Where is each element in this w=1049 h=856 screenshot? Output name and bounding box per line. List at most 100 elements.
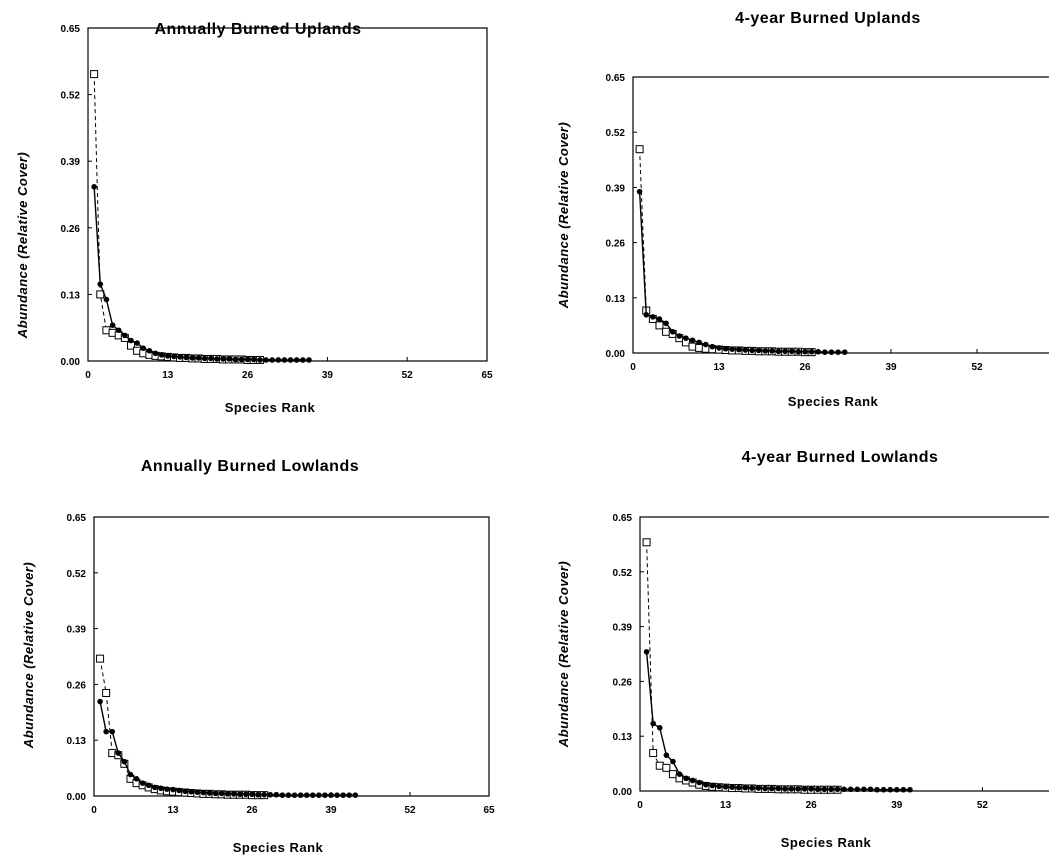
data-point-circle: [696, 779, 703, 786]
x-tick-label: 26: [799, 362, 811, 373]
data-point-circle: [801, 786, 808, 792]
y-tick-label: 0.13: [613, 732, 633, 743]
data-point-square: [642, 538, 651, 547]
data-point-circle: [200, 789, 207, 796]
data-point-circle: [306, 357, 312, 363]
data-point-circle: [115, 750, 122, 756]
data-point-square: [668, 770, 677, 779]
chart-svg: Annually Burned Uplands 0.00 0.13 0.26 0.39 0…: [15, 21, 493, 415]
chart-svg: 4-year Burned Lowlands 0.00 0.13 0.26 0.39 0.…: [556, 449, 1049, 850]
series-line-dashed: [646, 542, 838, 791]
data-point-circle: [636, 188, 643, 195]
data-point-circle: [749, 347, 755, 354]
data-point-circle: [867, 786, 874, 793]
data-point-circle: [164, 786, 170, 792]
data-point-circle: [263, 357, 269, 363]
y-tick-label: 0.39: [606, 183, 626, 194]
data-point-circle: [828, 786, 834, 793]
data-point-circle: [300, 357, 306, 363]
data-point-circle: [841, 349, 848, 355]
y-tick-label: 0.39: [67, 625, 87, 636]
data-point-circle: [109, 322, 116, 328]
data-point-circle: [716, 345, 722, 351]
x-tick-label: 13: [167, 805, 179, 816]
data-point-circle: [669, 328, 676, 335]
data-point-circle: [900, 786, 907, 793]
data-point-circle: [218, 790, 225, 797]
data-point-circle: [821, 786, 828, 793]
y-tick-label: 0.39: [61, 157, 81, 168]
data-point-circle: [795, 348, 802, 355]
data-point-circle: [835, 349, 841, 355]
data-point-circle: [762, 785, 768, 792]
y-tick-label: 0.52: [613, 568, 633, 579]
series-line-solid: [638, 191, 845, 353]
data-point-circle: [273, 791, 280, 798]
data-point-circle: [255, 791, 261, 798]
data-point-square: [662, 327, 671, 336]
data-point-circle: [189, 355, 196, 361]
data-point-circle: [261, 791, 267, 798]
data-point-circle: [194, 789, 201, 795]
data-point-circle: [165, 353, 171, 359]
x-axis-label: Species Rank: [788, 394, 879, 409]
plot-area-frame: [87, 27, 488, 362]
data-point-circle: [683, 775, 689, 782]
data-point-circle: [769, 348, 775, 354]
data-point-circle: [709, 343, 716, 350]
x-tick-label: 65: [481, 370, 493, 381]
y-tick-label: 0.52: [67, 569, 87, 580]
data-point-circle: [171, 353, 177, 360]
data-point-circle: [643, 311, 650, 318]
data-point-circle: [238, 356, 245, 363]
data-point-circle: [334, 792, 340, 798]
x-tick-label: 26: [242, 370, 254, 381]
data-point-circle: [775, 785, 782, 792]
data-point-circle: [103, 728, 109, 735]
chart-svg: Annually Burned Lowlands 0.00 0.13 0.26 0.39…: [21, 458, 495, 855]
data-point-circle: [782, 786, 788, 792]
data-point-circle: [880, 786, 887, 793]
data-point-circle: [722, 783, 729, 790]
data-point-circle: [841, 786, 847, 793]
x-tick-label: 39: [322, 370, 334, 381]
y-tick-label: 0.00: [61, 357, 81, 368]
chart-panel-4-year-burned-uplands: 4-year Burned Uplands 0.00 0.13 0.26 0.39 0.5…: [540, 0, 1049, 428]
x-tick-label: 39: [891, 800, 903, 811]
data-point-circle: [122, 332, 128, 339]
data-point-circle: [207, 355, 214, 362]
data-point-circle: [802, 348, 808, 355]
data-point-circle: [762, 348, 769, 354]
data-point-circle: [663, 320, 669, 327]
data-point-circle: [346, 792, 353, 798]
data-point-circle: [894, 786, 900, 793]
y-tick-label: 0.65: [61, 24, 81, 35]
series-line-dashed: [99, 658, 265, 796]
y-tick-label: 0.65: [67, 513, 87, 524]
data-point-circle: [244, 356, 251, 363]
chart-panel-4-year-burned-lowlands: 4-year Burned Lowlands 0.00 0.13 0.26 0.39 0.…: [540, 428, 1049, 856]
data-point-circle: [788, 786, 795, 792]
data-point-circle: [814, 786, 821, 793]
y-tick-label: 0.26: [606, 239, 626, 250]
y-tick-label: 0.26: [61, 224, 81, 235]
data-point-circle: [709, 782, 716, 789]
data-point-circle: [656, 316, 663, 322]
x-axis-label: Species Rank: [225, 400, 316, 415]
data-point-circle: [195, 355, 202, 361]
data-point-circle: [650, 314, 656, 320]
data-point-circle: [269, 357, 275, 363]
x-tick-label: 26: [806, 800, 818, 811]
data-point-circle: [91, 184, 97, 190]
data-point-circle: [755, 785, 762, 791]
data-point-circle: [703, 781, 709, 788]
chart-title: Annually Burned Uplands: [154, 21, 361, 38]
data-point-circle: [127, 771, 134, 778]
data-point-square: [96, 654, 105, 663]
y-axis-label: Abundance (Relative Cover): [556, 122, 571, 309]
data-point-circle: [139, 780, 146, 786]
data-point-circle: [729, 784, 735, 791]
chart-title: Annually Burned Lowlands: [141, 458, 359, 475]
data-point-circle: [103, 296, 110, 303]
x-tick-label: 13: [162, 370, 174, 381]
